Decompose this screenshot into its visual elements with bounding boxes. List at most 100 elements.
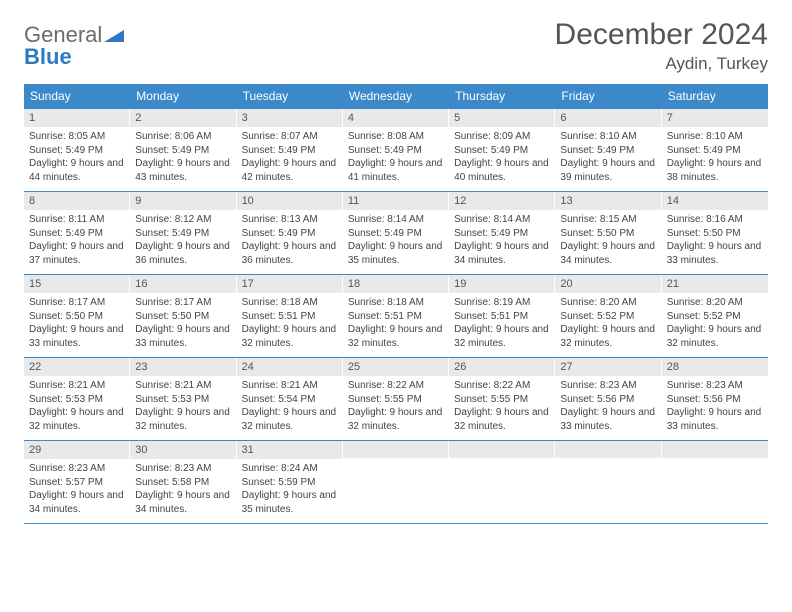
calendar-cell: 4Sunrise: 8:08 AMSunset: 5:49 PMDaylight… <box>343 109 449 191</box>
sunset-text: Sunset: 5:49 PM <box>667 144 763 158</box>
day-content: Sunrise: 8:23 AMSunset: 5:56 PMDaylight:… <box>555 376 661 439</box>
day-content: Sunrise: 8:20 AMSunset: 5:52 PMDaylight:… <box>662 293 768 356</box>
day-content: Sunrise: 8:18 AMSunset: 5:51 PMDaylight:… <box>343 293 449 356</box>
calendar-cell: 7Sunrise: 8:10 AMSunset: 5:49 PMDaylight… <box>662 109 768 191</box>
day-number: 23 <box>130 358 236 376</box>
day-content: Sunrise: 8:14 AMSunset: 5:49 PMDaylight:… <box>343 210 449 273</box>
daylight-text: Daylight: 9 hours and 32 minutes. <box>667 323 763 350</box>
sunset-text: Sunset: 5:49 PM <box>454 227 550 241</box>
title-block: December 2024 Aydin, Turkey <box>555 18 768 74</box>
sunset-text: Sunset: 5:50 PM <box>29 310 125 324</box>
sunrise-text: Sunrise: 8:15 AM <box>560 213 656 227</box>
sunset-text: Sunset: 5:51 PM <box>454 310 550 324</box>
sunset-text: Sunset: 5:50 PM <box>560 227 656 241</box>
calendar-cell <box>555 441 661 523</box>
daylight-text: Daylight: 9 hours and 33 minutes. <box>135 323 231 350</box>
day-content: Sunrise: 8:22 AMSunset: 5:55 PMDaylight:… <box>343 376 449 439</box>
calendar-cell: 22Sunrise: 8:21 AMSunset: 5:53 PMDayligh… <box>24 358 130 440</box>
sunrise-text: Sunrise: 8:23 AM <box>135 462 231 476</box>
day-content: Sunrise: 8:17 AMSunset: 5:50 PMDaylight:… <box>24 293 130 356</box>
day-content: Sunrise: 8:12 AMSunset: 5:49 PMDaylight:… <box>130 210 236 273</box>
day-number: 3 <box>237 109 343 127</box>
daylight-text: Daylight: 9 hours and 32 minutes. <box>348 323 444 350</box>
calendar-cell: 19Sunrise: 8:19 AMSunset: 5:51 PMDayligh… <box>449 275 555 357</box>
day-number: 19 <box>449 275 555 293</box>
daylight-text: Daylight: 9 hours and 32 minutes. <box>454 406 550 433</box>
daylight-text: Daylight: 9 hours and 32 minutes. <box>29 406 125 433</box>
daylight-text: Daylight: 9 hours and 32 minutes. <box>454 323 550 350</box>
sunrise-text: Sunrise: 8:23 AM <box>560 379 656 393</box>
day-number: 24 <box>237 358 343 376</box>
calendar-row: 1Sunrise: 8:05 AMSunset: 5:49 PMDaylight… <box>24 108 768 191</box>
sunrise-text: Sunrise: 8:17 AM <box>29 296 125 310</box>
sunset-text: Sunset: 5:56 PM <box>560 393 656 407</box>
sunrise-text: Sunrise: 8:09 AM <box>454 130 550 144</box>
day-number: 1 <box>24 109 130 127</box>
calendar-row: 29Sunrise: 8:23 AMSunset: 5:57 PMDayligh… <box>24 440 768 524</box>
daylight-text: Daylight: 9 hours and 34 minutes. <box>454 240 550 267</box>
sunset-text: Sunset: 5:55 PM <box>348 393 444 407</box>
day-number: 16 <box>130 275 236 293</box>
logo-triangle-icon <box>104 24 124 46</box>
sunset-text: Sunset: 5:49 PM <box>29 144 125 158</box>
day-content: Sunrise: 8:22 AMSunset: 5:55 PMDaylight:… <box>449 376 555 439</box>
day-content: Sunrise: 8:16 AMSunset: 5:50 PMDaylight:… <box>662 210 768 273</box>
day-content: Sunrise: 8:15 AMSunset: 5:50 PMDaylight:… <box>555 210 661 273</box>
sunrise-text: Sunrise: 8:12 AM <box>135 213 231 227</box>
day-number: 26 <box>449 358 555 376</box>
sunset-text: Sunset: 5:54 PM <box>242 393 338 407</box>
daylight-text: Daylight: 9 hours and 41 minutes. <box>348 157 444 184</box>
sunrise-text: Sunrise: 8:05 AM <box>29 130 125 144</box>
weekday-thursday: Thursday <box>449 84 555 108</box>
daylight-text: Daylight: 9 hours and 36 minutes. <box>135 240 231 267</box>
sunrise-text: Sunrise: 8:07 AM <box>242 130 338 144</box>
calendar-row: 22Sunrise: 8:21 AMSunset: 5:53 PMDayligh… <box>24 357 768 440</box>
daylight-text: Daylight: 9 hours and 34 minutes. <box>560 240 656 267</box>
logo: General Blue <box>24 18 124 68</box>
day-number: 8 <box>24 192 130 210</box>
calendar-cell: 13Sunrise: 8:15 AMSunset: 5:50 PMDayligh… <box>555 192 661 274</box>
day-number: 27 <box>555 358 661 376</box>
header: General Blue December 2024 Aydin, Turkey <box>24 18 768 74</box>
daylight-text: Daylight: 9 hours and 43 minutes. <box>135 157 231 184</box>
daylight-text: Daylight: 9 hours and 33 minutes. <box>560 406 656 433</box>
calendar-cell: 17Sunrise: 8:18 AMSunset: 5:51 PMDayligh… <box>237 275 343 357</box>
day-number: 2 <box>130 109 236 127</box>
month-title: December 2024 <box>555 18 768 52</box>
sunset-text: Sunset: 5:49 PM <box>242 144 338 158</box>
day-content: Sunrise: 8:23 AMSunset: 5:58 PMDaylight:… <box>130 459 236 522</box>
daylight-text: Daylight: 9 hours and 32 minutes. <box>242 406 338 433</box>
day-content: Sunrise: 8:10 AMSunset: 5:49 PMDaylight:… <box>555 127 661 190</box>
sunrise-text: Sunrise: 8:20 AM <box>667 296 763 310</box>
sunrise-text: Sunrise: 8:16 AM <box>667 213 763 227</box>
day-number: 20 <box>555 275 661 293</box>
day-number: 13 <box>555 192 661 210</box>
day-number: 14 <box>662 192 768 210</box>
sunset-text: Sunset: 5:49 PM <box>29 227 125 241</box>
sunset-text: Sunset: 5:52 PM <box>667 310 763 324</box>
day-number <box>555 441 661 458</box>
sunset-text: Sunset: 5:49 PM <box>454 144 550 158</box>
sunrise-text: Sunrise: 8:23 AM <box>667 379 763 393</box>
daylight-text: Daylight: 9 hours and 33 minutes. <box>667 406 763 433</box>
calendar-cell: 6Sunrise: 8:10 AMSunset: 5:49 PMDaylight… <box>555 109 661 191</box>
calendar-cell: 10Sunrise: 8:13 AMSunset: 5:49 PMDayligh… <box>237 192 343 274</box>
sunrise-text: Sunrise: 8:14 AM <box>454 213 550 227</box>
sunset-text: Sunset: 5:49 PM <box>242 227 338 241</box>
sunset-text: Sunset: 5:49 PM <box>560 144 656 158</box>
weekday-wednesday: Wednesday <box>343 84 449 108</box>
calendar-cell: 14Sunrise: 8:16 AMSunset: 5:50 PMDayligh… <box>662 192 768 274</box>
calendar-cell <box>343 441 449 523</box>
day-content: Sunrise: 8:05 AMSunset: 5:49 PMDaylight:… <box>24 127 130 190</box>
daylight-text: Daylight: 9 hours and 33 minutes. <box>667 240 763 267</box>
sunrise-text: Sunrise: 8:18 AM <box>348 296 444 310</box>
day-number <box>449 441 555 458</box>
sunrise-text: Sunrise: 8:22 AM <box>454 379 550 393</box>
calendar-header-row: Sunday Monday Tuesday Wednesday Thursday… <box>24 84 768 108</box>
calendar-page: General Blue December 2024 Aydin, Turkey… <box>0 0 792 612</box>
calendar-cell: 30Sunrise: 8:23 AMSunset: 5:58 PMDayligh… <box>130 441 236 523</box>
day-number: 12 <box>449 192 555 210</box>
weekday-friday: Friday <box>555 84 661 108</box>
sunrise-text: Sunrise: 8:20 AM <box>560 296 656 310</box>
daylight-text: Daylight: 9 hours and 32 minutes. <box>348 406 444 433</box>
